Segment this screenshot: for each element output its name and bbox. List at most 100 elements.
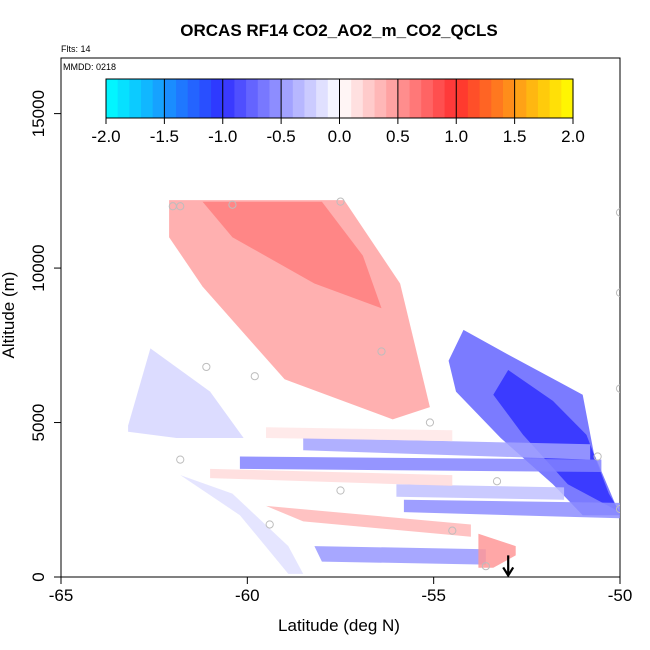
- x-tick-label: -50: [608, 586, 633, 605]
- heatmap-band-right-blue-core: [493, 370, 620, 513]
- colorbar-segment: [141, 79, 154, 118]
- colorbar-segment: [117, 79, 130, 118]
- observation-point: [228, 200, 237, 209]
- colorbar-tick-label: -1.5: [150, 127, 179, 146]
- colorbar-tick-label: -1.0: [208, 127, 237, 146]
- colorbar-segment: [444, 79, 457, 118]
- observation-point: [593, 452, 602, 461]
- heatmap-band-blue-stream-5k: [303, 438, 591, 460]
- flights-label: Flts: 14: [61, 44, 91, 54]
- colorbar-segment: [456, 79, 469, 118]
- colorbar-segment: [409, 79, 422, 118]
- colorbar-segment: [374, 79, 387, 118]
- colorbar-segment: [106, 79, 119, 118]
- observation-point: [202, 362, 211, 372]
- colorbar: -2.0 -1.5 -1.0 -0.5 0.0 0.5 1.0 1.5 2.0: [91, 78, 585, 146]
- x-tick-label: -55: [421, 586, 446, 605]
- heatmap-band-blue-stream-4k: [239, 456, 602, 472]
- colorbar-segment: [526, 79, 539, 118]
- colorbar-segment: [316, 79, 329, 118]
- x-axis-label: Latitude (deg N): [278, 616, 400, 635]
- colorbar-segment: [164, 79, 177, 118]
- heatmap-bands: [128, 200, 620, 574]
- colorbar-segment: [327, 79, 341, 118]
- colorbar-tick-label: 2.0: [561, 127, 585, 146]
- colorbar-segment: [187, 79, 200, 118]
- colorbar-segment: [199, 79, 212, 118]
- y-tick-label: 5000: [29, 404, 48, 442]
- observation-point: [336, 486, 345, 495]
- colorbar-segment: [561, 79, 574, 118]
- y-tick-label: 15000: [29, 90, 48, 137]
- heatmap-band-blue-stream-3k: [396, 484, 565, 500]
- colorbar-segment: [234, 79, 247, 118]
- y-tick-label: 0: [29, 572, 48, 581]
- heatmap-band-blue-stream-2k: [403, 499, 620, 519]
- heatmap-band-red-stream-3.2k: [210, 468, 453, 486]
- heatmap-band-lower-red-plume: [478, 533, 516, 568]
- arrow-head: [502, 566, 515, 577]
- y-axis: 0 5000 10000 15000: [29, 58, 62, 582]
- colorbar-tick-label: 1.0: [444, 127, 468, 146]
- colorbar-segment: [351, 79, 364, 118]
- heatmap-band-lower-blue-stream: [314, 546, 486, 565]
- observation-points: [168, 197, 620, 571]
- colorbar-segment: [176, 79, 189, 118]
- colorbar-segment: [211, 79, 224, 118]
- colorbar-segment: [129, 79, 142, 118]
- observation-point: [448, 526, 457, 535]
- colorbar-segment: [421, 79, 434, 118]
- heatmap-band-upper-red-wedge: [169, 200, 430, 420]
- observation-point: [615, 208, 620, 217]
- observation-point: [615, 384, 620, 393]
- observation-point: [615, 504, 620, 514]
- observation-point: [336, 197, 345, 206]
- colorbar-tick-label: 0.5: [386, 127, 410, 146]
- colorbar-segment: [397, 79, 411, 118]
- x-tick-label: -65: [49, 586, 74, 605]
- colorbar-segment: [246, 79, 259, 118]
- heatmap-band-red-stream-4.6k: [266, 427, 453, 442]
- x-axis: -65 -60 -55 -50: [49, 576, 633, 605]
- observation-point: [265, 520, 274, 529]
- observation-point: [492, 477, 502, 486]
- colorbar-tick-label: -2.0: [91, 127, 120, 146]
- colorbar-segment: [281, 79, 294, 118]
- observation-point: [615, 288, 620, 297]
- colorbar-tick-label: 0.0: [328, 127, 352, 146]
- observation-point: [425, 418, 435, 427]
- observation-point: [176, 455, 185, 464]
- colorbar-segment: [257, 79, 271, 118]
- colorbar-segment: [339, 79, 352, 118]
- observation-point: [481, 562, 490, 571]
- colorbar-segment: [222, 79, 236, 118]
- chart-title: ORCAS RF14 CO2_AO2_m_CO2_QCLS: [180, 21, 497, 40]
- colorbar-segment: [502, 79, 516, 118]
- heatmap-band-left-blue-patch: [128, 348, 244, 438]
- colorbar-segment: [514, 79, 527, 118]
- colorbar-segment: [491, 79, 504, 118]
- y-axis-label: Altitude (m): [0, 272, 18, 359]
- heatmap-band-red-stream-1.8k: [266, 505, 471, 537]
- colorbar-segment: [549, 79, 562, 118]
- colorbar-segment: [304, 79, 317, 118]
- observation-point: [176, 202, 185, 211]
- heatmap-band-left-pale-curtain: [180, 475, 304, 574]
- y-tick-label: 10000: [29, 244, 48, 291]
- colorbar-segment: [386, 79, 399, 118]
- colorbar-segment: [152, 79, 165, 118]
- x-tick-label: -60: [235, 586, 260, 605]
- observation-point: [250, 372, 259, 381]
- colorbar-segment: [537, 79, 551, 118]
- date-label: MMDD: 0218: [63, 62, 116, 72]
- colorbar-segment: [479, 79, 492, 118]
- arrow-marker: [502, 555, 515, 577]
- heatmap-band-upper-red-core: [202, 201, 382, 309]
- colorbar-segment: [269, 79, 282, 118]
- colorbar-tick-label: -0.5: [266, 127, 295, 146]
- colorbar-segment: [292, 79, 306, 118]
- colorbar-segment: [432, 79, 446, 118]
- colorbar-segment: [362, 79, 376, 118]
- colorbar-tick-label: 1.5: [503, 127, 527, 146]
